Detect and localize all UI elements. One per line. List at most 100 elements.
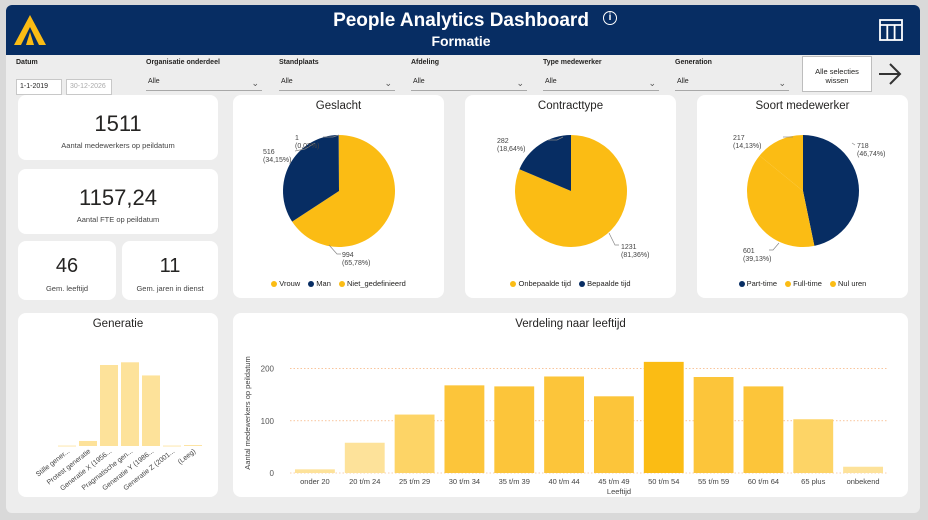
x-tick-label: 20 t/m 24 [349, 477, 380, 486]
legend-item[interactable]: Nul uren [830, 279, 866, 288]
data-label: 994 (65,78%) [342, 252, 370, 267]
legend-dot [785, 280, 792, 287]
x-axis-title: Leeftijd [607, 487, 631, 496]
bar[interactable] [494, 386, 535, 473]
kpi-card-medewerkers: 1511 Aantal medewerkers op peildatum [18, 95, 218, 160]
bar[interactable] [79, 440, 97, 446]
legend-dot [579, 280, 586, 287]
y-tick-label: 100 [261, 417, 275, 426]
x-tick-label: 60 t/m 64 [748, 477, 779, 486]
slicer-dropdown[interactable]: Alle ⌄ [411, 75, 527, 91]
legend-label: Full-time [793, 279, 822, 288]
legend-label: Onbepaalde tijd [518, 279, 572, 288]
chevron-down-icon: ⌄ [384, 78, 392, 88]
slicer-label: Afdeling [411, 59, 439, 66]
leader-line [769, 242, 780, 251]
x-tick-label: onbekend [847, 477, 880, 486]
bar[interactable] [593, 396, 634, 473]
slicer-organisatie: Organisatie onderdeel Alle ⌄ [146, 59, 262, 91]
chevron-down-icon: ⌄ [516, 78, 524, 88]
info-icon[interactable]: i [603, 11, 617, 25]
kpi-label: Aantal medewerkers op peildatum [61, 141, 175, 150]
bar[interactable] [743, 386, 784, 473]
x-tick-label: 35 t/m 39 [499, 477, 530, 486]
pie-slice[interactable] [759, 135, 803, 191]
date-start-input[interactable]: 1-1-2019 [16, 79, 62, 95]
slicer-value: Alle [413, 78, 425, 85]
data-label: 516 (34,15%) [263, 149, 291, 164]
legend-label: Vrouw [279, 279, 301, 288]
header-bar: People Analytics Dashboard Formatie i [6, 5, 920, 55]
legend-dot [510, 280, 517, 287]
legend-item[interactable]: Part-time [738, 279, 777, 288]
leader-line [294, 142, 316, 152]
legend-dot [738, 280, 745, 287]
bar-chart-leeftijd: 0 100 200 onder 20 20 t/m 24 25 t/m 29 30 t/m … [243, 356, 888, 496]
legend-dot [308, 280, 315, 287]
pie-chart-soort: 718 (46,74%) 601 (39,13%) 217 (14,13%) [733, 135, 885, 263]
page-subtitle: Formatie [431, 33, 491, 49]
date-filter-label: Datum [16, 59, 38, 66]
kpi-value: 11 [159, 255, 181, 277]
pie-slice[interactable] [747, 155, 815, 248]
bar-chart-generatie: Stille gener...Protest generatieGenerati… [35, 362, 202, 492]
x-tick-label: 40 t/m 44 [548, 477, 579, 486]
legend-item[interactable]: Niet_gedefinieerd [338, 279, 406, 288]
data-label: 282 (18,64%) [497, 138, 525, 153]
x-tick-label: onder 20 [300, 477, 330, 486]
dashboard-frame: People Analytics Dashboard Formatie i Da… [6, 5, 920, 513]
bar[interactable] [394, 414, 435, 473]
slicer-dropdown[interactable]: Alle ⌄ [675, 75, 789, 91]
bar[interactable] [693, 377, 734, 473]
pie-slice[interactable] [283, 135, 339, 222]
legend-item[interactable]: Man [308, 279, 331, 288]
pie-slice[interactable] [292, 135, 395, 247]
data-label: 1231 (81,36%) [621, 244, 649, 259]
bar[interactable] [843, 466, 884, 473]
arrow-right-icon[interactable] [876, 60, 904, 88]
legend-item[interactable]: Onbepaalde tijd [510, 279, 571, 288]
legend-label: Niet_gedefinieerd [346, 279, 406, 288]
kpi-card-leeftijd: 46 Gem. leeftijd [18, 241, 116, 300]
chart-card-geslacht: Geslacht 994 (65,78%) 516 (34,15%) 1 (0,07%) … [233, 95, 444, 298]
bar[interactable] [643, 361, 684, 473]
legend-item[interactable]: Bepaalde tijd [579, 279, 631, 288]
legend-soort: Part-time Full-time Nul uren [697, 279, 908, 288]
legend-label: Bepaalde tijd [587, 279, 631, 288]
bar[interactable] [142, 375, 160, 446]
bar[interactable] [163, 445, 181, 447]
data-label: 1 (0,07%) [295, 135, 320, 150]
legend-item[interactable]: Vrouw [271, 279, 300, 288]
bar[interactable] [294, 469, 335, 473]
pie-slice[interactable] [519, 135, 571, 191]
bar[interactable] [121, 362, 139, 446]
bar[interactable] [184, 445, 202, 446]
chevron-down-icon: ⌄ [251, 78, 259, 88]
slicer-generation: Generation Alle ⌄ [675, 59, 789, 91]
bar[interactable] [793, 419, 834, 473]
slicer-label: Standplaats [279, 59, 319, 66]
chart-title: Verdeling naar leeftijd [515, 318, 626, 330]
bar[interactable] [344, 442, 385, 473]
bar[interactable] [444, 385, 485, 473]
pie-chart-contracttype: 1231 (81,36%) 282 (18,64%) [497, 135, 649, 259]
legend-item[interactable]: Full-time [785, 279, 822, 288]
bar[interactable] [58, 445, 76, 447]
y-tick-label: 200 [261, 365, 275, 374]
clear-selections-button[interactable]: Alle selecties wissen [802, 56, 872, 92]
legend-geslacht: Vrouw Man Niet_gedefinieerd [233, 279, 444, 288]
slicer-standplaats: Standplaats Alle ⌄ [279, 59, 395, 91]
data-label: 601 (39,13%) [743, 248, 771, 263]
bar[interactable] [544, 376, 585, 473]
slicer-dropdown[interactable]: Alle ⌄ [543, 75, 659, 91]
y-axis-title: Aantal medewerkers op peildatum [243, 356, 252, 469]
chevron-down-icon: ⌄ [778, 78, 786, 88]
pie-slice[interactable] [803, 135, 860, 246]
bar[interactable] [100, 365, 118, 446]
slicer-dropdown[interactable]: Alle ⌄ [279, 75, 395, 91]
slicer-dropdown[interactable]: Alle ⌄ [146, 75, 262, 91]
date-end-input[interactable]: 30-12-2026 [66, 79, 112, 95]
menu-icon[interactable] [878, 17, 904, 43]
kpi-label: Gem. leeftijd [45, 284, 89, 293]
slicer-label: Organisatie onderdeel [146, 59, 220, 66]
